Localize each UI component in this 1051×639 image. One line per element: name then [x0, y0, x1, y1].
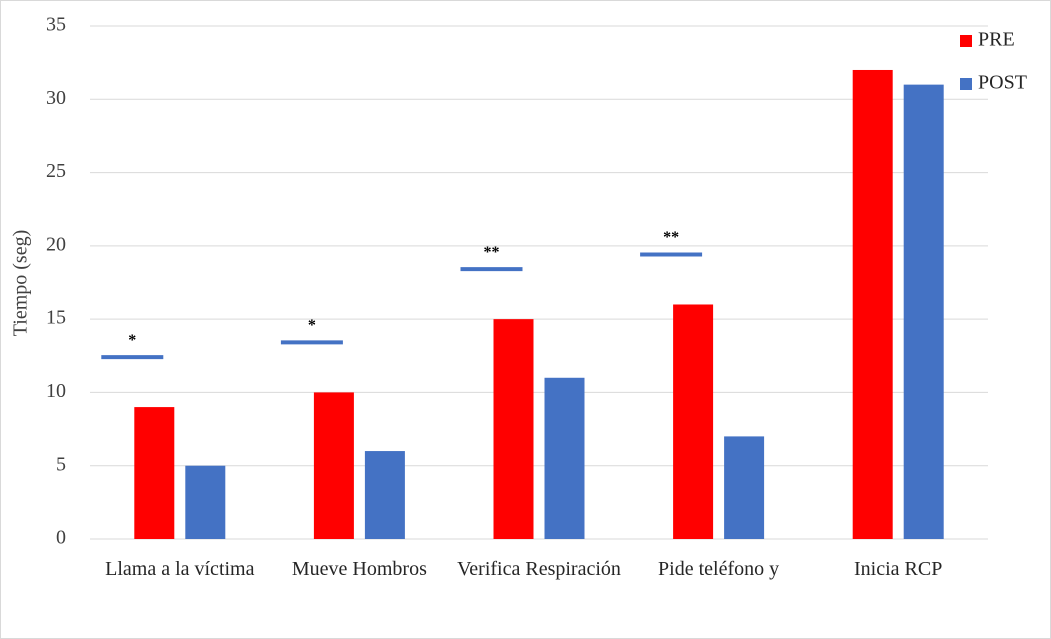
x-tick-label: Inicia RCP — [854, 558, 943, 580]
y-tick-label: 15 — [46, 307, 66, 329]
x-tick-label: Mueve Hombros — [291, 558, 427, 580]
legend-swatch — [960, 78, 972, 90]
bar — [185, 465, 226, 539]
legend-label: POST — [978, 72, 1027, 94]
bar — [724, 436, 765, 539]
bar — [493, 319, 534, 539]
legend-label: PRE — [978, 29, 1015, 51]
legend-swatch — [960, 35, 972, 47]
y-tick-label: 30 — [46, 87, 66, 109]
x-tick-label: Llama a la víctima — [105, 558, 255, 580]
y-tick-label: 20 — [46, 233, 66, 255]
y-tick-label: 0 — [56, 527, 66, 549]
y-tick-label: 10 — [46, 380, 66, 402]
y-tick-label: 25 — [46, 160, 66, 182]
bar — [134, 407, 175, 539]
y-axis-label: Tiempo (seg) — [10, 230, 32, 336]
bar — [364, 451, 405, 539]
y-tick-label: 35 — [46, 14, 66, 36]
x-tick-label: Pide teléfono y — [658, 558, 780, 580]
y-tick-label: 5 — [56, 453, 66, 475]
significance-label: ** — [484, 244, 500, 261]
significance-label: ** — [663, 229, 679, 246]
bar — [852, 69, 893, 539]
bar — [313, 392, 354, 539]
x-tick-label: Verifica Respiración — [457, 558, 621, 580]
significance-label: * — [128, 332, 136, 349]
significance-label: * — [308, 317, 316, 334]
bar — [544, 377, 585, 539]
bar — [903, 84, 944, 539]
bar — [673, 304, 714, 539]
